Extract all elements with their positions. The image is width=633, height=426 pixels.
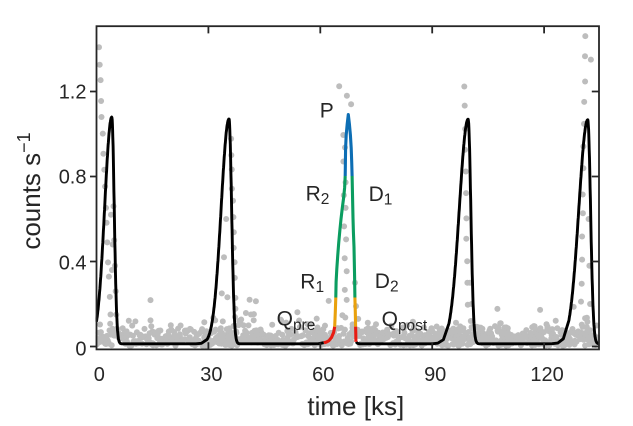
svg-text:1.2: 1.2 [59, 82, 87, 104]
svg-text:0: 0 [75, 338, 86, 360]
svg-text:60: 60 [312, 364, 334, 386]
svg-text:0: 0 [94, 364, 105, 386]
svg-text:0.8: 0.8 [59, 167, 87, 189]
svg-text:30: 30 [200, 364, 222, 386]
svg-text:90: 90 [424, 364, 446, 386]
svg-text:0.4: 0.4 [59, 253, 87, 275]
svg-text:time [ks]: time [ks] [307, 391, 404, 421]
svg-text:P: P [320, 100, 334, 123]
svg-text:120: 120 [530, 364, 563, 386]
